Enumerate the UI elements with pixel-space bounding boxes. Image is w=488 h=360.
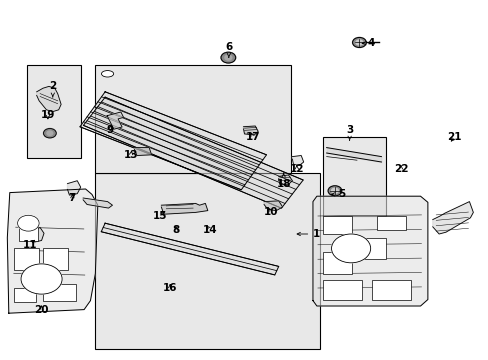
Bar xyxy=(95,173,320,349)
Polygon shape xyxy=(37,86,61,112)
Polygon shape xyxy=(134,148,151,156)
Bar xyxy=(19,223,38,241)
Ellipse shape xyxy=(102,71,113,77)
Bar xyxy=(14,248,39,270)
Circle shape xyxy=(355,40,362,45)
Bar xyxy=(43,284,76,301)
Polygon shape xyxy=(33,228,44,242)
Polygon shape xyxy=(80,92,266,190)
Bar xyxy=(43,248,68,270)
Text: 16: 16 xyxy=(163,283,177,293)
Text: 9: 9 xyxy=(106,125,113,135)
Bar xyxy=(322,137,386,216)
Circle shape xyxy=(21,264,62,294)
Text: 2: 2 xyxy=(49,81,56,97)
Polygon shape xyxy=(83,97,303,208)
Text: 11: 11 xyxy=(23,240,38,250)
Polygon shape xyxy=(107,112,123,129)
Text: 10: 10 xyxy=(264,207,278,217)
Text: 3: 3 xyxy=(346,125,352,140)
Bar xyxy=(376,216,405,230)
Circle shape xyxy=(331,234,370,263)
Circle shape xyxy=(224,55,231,60)
Circle shape xyxy=(43,129,56,138)
Bar xyxy=(322,216,351,234)
Polygon shape xyxy=(243,126,258,135)
Text: 8: 8 xyxy=(172,225,179,235)
Text: 17: 17 xyxy=(245,132,260,142)
Circle shape xyxy=(331,188,338,193)
Polygon shape xyxy=(278,175,292,184)
Circle shape xyxy=(18,215,39,231)
Text: 19: 19 xyxy=(41,110,55,120)
Text: 21: 21 xyxy=(447,132,461,142)
Text: 6: 6 xyxy=(225,42,232,57)
Text: 22: 22 xyxy=(393,164,407,174)
Polygon shape xyxy=(292,156,303,166)
Polygon shape xyxy=(67,181,81,195)
Text: 1: 1 xyxy=(297,229,320,239)
Polygon shape xyxy=(83,198,112,208)
Text: 12: 12 xyxy=(289,164,304,174)
Bar xyxy=(322,252,351,274)
Bar xyxy=(356,238,386,259)
Bar xyxy=(322,280,361,300)
Polygon shape xyxy=(161,203,207,214)
Text: 13: 13 xyxy=(123,150,138,160)
Polygon shape xyxy=(101,223,278,275)
Circle shape xyxy=(47,131,53,135)
Text: 20: 20 xyxy=(34,305,49,315)
Bar xyxy=(27,65,81,158)
Text: 7: 7 xyxy=(68,193,76,203)
Text: 15: 15 xyxy=(153,211,167,221)
Polygon shape xyxy=(7,189,98,313)
Bar xyxy=(371,280,410,300)
Text: 14: 14 xyxy=(203,225,217,235)
Bar xyxy=(95,65,290,173)
Text: 5: 5 xyxy=(331,189,345,199)
Circle shape xyxy=(327,186,341,196)
Polygon shape xyxy=(312,196,427,306)
Circle shape xyxy=(221,52,235,63)
Text: 4: 4 xyxy=(362,38,375,48)
Polygon shape xyxy=(264,201,282,211)
Text: 18: 18 xyxy=(276,173,290,189)
Polygon shape xyxy=(432,202,472,234)
Bar xyxy=(14,288,36,302)
Circle shape xyxy=(352,37,366,48)
